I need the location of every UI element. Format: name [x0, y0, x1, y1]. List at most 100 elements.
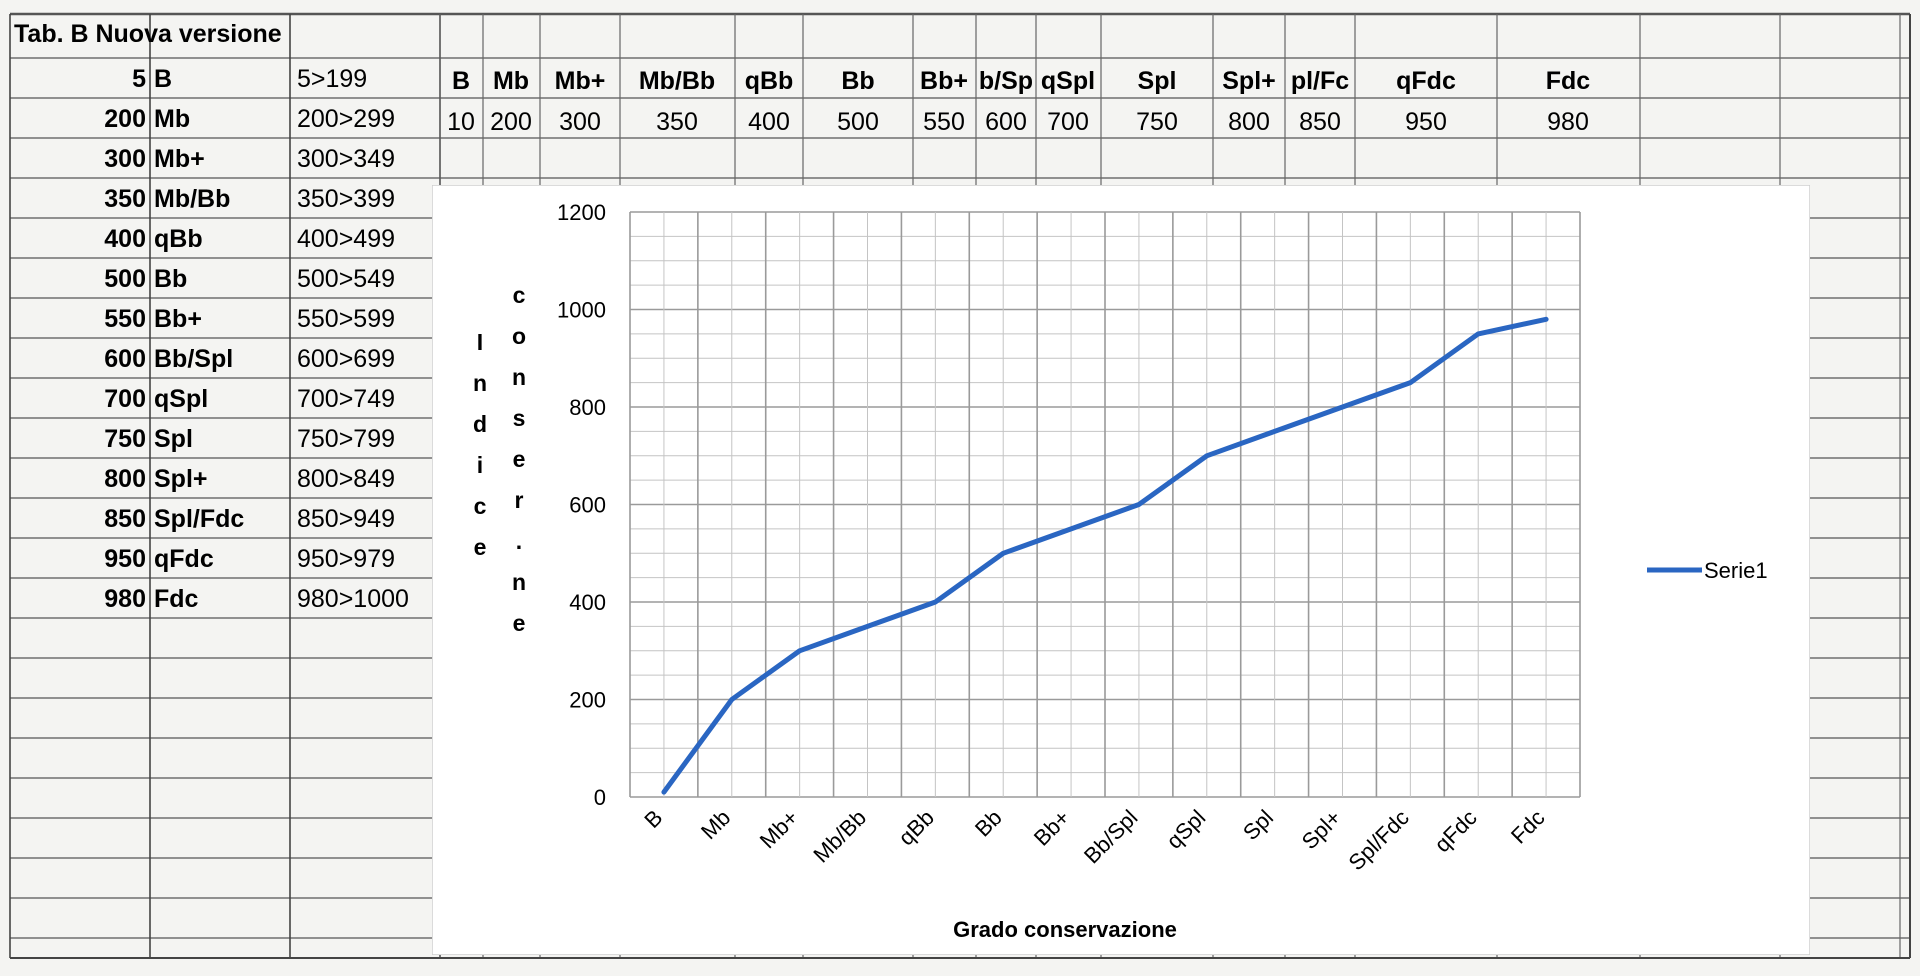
top-header-cell: Mb+ — [555, 67, 606, 95]
y-axis-label-letter: i — [477, 452, 483, 478]
row-range: 950>979 — [297, 545, 395, 573]
left-table-row: 350 Mb/Bb 350>399 — [104, 185, 395, 213]
top-header-cell: Mb — [493, 67, 529, 95]
y-tick-label: 600 — [569, 493, 606, 518]
row-value: 750 — [104, 425, 146, 453]
row-grade: Mb/Bb — [154, 185, 230, 213]
top-value-cell: 980 — [1547, 108, 1589, 136]
row-grade: Spl — [154, 425, 193, 453]
top-header-cell: Fdc — [1546, 67, 1591, 95]
row-range: 850>949 — [297, 505, 395, 533]
y-tick-label: 1200 — [557, 200, 606, 225]
y-axis-label-letter: I — [477, 329, 483, 355]
left-table-row: 850 Spl/Fdc 850>949 — [104, 505, 395, 533]
row-value: 800 — [104, 465, 146, 493]
row-range: 5>199 — [297, 65, 367, 93]
left-table-row: 200 Mb 200>299 — [104, 105, 395, 133]
row-value: 500 — [104, 265, 146, 293]
row-range: 300>349 — [297, 145, 395, 173]
row-range: 750>799 — [297, 425, 395, 453]
left-table-row: 400 qBb 400>499 — [104, 225, 395, 253]
top-header-cell: qBb — [745, 67, 794, 95]
top-value-cell: 600 — [985, 108, 1027, 136]
top-header-cell: Mb/Bb — [639, 67, 715, 95]
row-grade: qFdc — [154, 545, 214, 573]
y-tick-label: 800 — [569, 395, 606, 420]
top-value-cell: 500 — [837, 108, 879, 136]
top-value-cell: 550 — [923, 108, 965, 136]
row-range: 550>599 — [297, 305, 395, 333]
y-axis-label-letter: r — [515, 487, 524, 513]
y-axis-label-letter: n — [512, 364, 526, 390]
top-table: B Mb Mb+ Mb/Bb qBb Bb Bb+ b/Sp qSpl Spl Spl+ pl/Fc q… — [447, 67, 1590, 136]
row-range: 500>549 — [297, 265, 395, 293]
left-table-row: 980 Fdc 980>1000 — [104, 585, 409, 613]
top-header-cell: qSpl — [1041, 67, 1095, 95]
top-header-cell: Spl — [1138, 67, 1177, 95]
left-table-row: 300 Mb+ 300>349 — [104, 145, 395, 173]
row-grade: Spl+ — [154, 465, 208, 493]
series-line-serie1 — [661, 316, 1549, 795]
row-grade: Bb/Spl — [154, 345, 233, 373]
left-table: 5 B 5>199 200 Mb 200>299 300 Mb+ 300>349 350 Mb/Bb… — [104, 65, 409, 613]
chart-area[interactable]: 0 200 400 600 800 1000 1200 B Mb Mb+ Mb/Bb qBb Bb Bb… — [431, 184, 1811, 956]
top-value-cell: 750 — [1136, 108, 1178, 136]
legend-label: Serie1 — [1704, 558, 1768, 583]
row-grade: Spl/Fdc — [154, 505, 244, 533]
row-grade: qBb — [154, 225, 203, 253]
left-table-row: 5 B 5>199 — [132, 65, 367, 93]
top-value-cell: 850 — [1299, 108, 1341, 136]
y-tick-label: 0 — [594, 785, 606, 810]
top-value-cell: 10 — [447, 108, 475, 136]
row-value: 950 — [104, 545, 146, 573]
row-grade: Fdc — [154, 585, 199, 613]
y-tick-label: 200 — [569, 688, 606, 713]
row-range: 200>299 — [297, 105, 395, 133]
left-table-row: 800 Spl+ 800>849 — [104, 465, 395, 493]
legend: Serie1 — [1647, 558, 1768, 583]
row-range: 980>1000 — [297, 585, 409, 613]
row-range: 350>399 — [297, 185, 395, 213]
y-axis-label-letter: o — [512, 323, 526, 349]
left-table-row: 750 Spl 750>799 — [104, 425, 395, 453]
row-grade: Mb — [154, 105, 190, 133]
y-axis-label-letter: s — [513, 405, 526, 431]
table-title: Tab. B Nuova versione — [14, 20, 282, 48]
top-value-cell: 400 — [748, 108, 790, 136]
row-value: 350 — [104, 185, 146, 213]
row-value: 980 — [104, 585, 146, 613]
left-table-row: 500 Bb 500>549 — [104, 265, 395, 293]
top-value-cell: 800 — [1228, 108, 1270, 136]
y-axis-label-letter: c — [474, 493, 487, 519]
top-value-cell: 700 — [1047, 108, 1089, 136]
top-header-cell: pl/Fc — [1291, 67, 1349, 95]
row-grade: Bb+ — [154, 305, 202, 333]
row-range: 600>699 — [297, 345, 395, 373]
x-axis-label: Grado conservazione — [953, 917, 1177, 942]
top-value-cell: 350 — [656, 108, 698, 136]
row-range: 800>849 — [297, 465, 395, 493]
row-range: 400>499 — [297, 225, 395, 253]
row-value: 400 — [104, 225, 146, 253]
y-axis-label-letter: d — [473, 411, 487, 437]
y-axis-label-letter: n — [512, 569, 526, 595]
top-header-cell: qFdc — [1396, 67, 1456, 95]
row-value: 200 — [104, 105, 146, 133]
row-value: 5 — [132, 65, 146, 93]
y-tick-label: 400 — [569, 590, 606, 615]
y-axis-label-letter: . — [516, 528, 522, 554]
row-grade: qSpl — [154, 385, 208, 413]
y-axis-ticks: 0 200 400 600 800 1000 1200 — [557, 200, 606, 810]
left-table-row: 950 qFdc 950>979 — [104, 545, 395, 573]
row-value: 850 — [104, 505, 146, 533]
top-header-cell: Bb+ — [920, 67, 968, 95]
plot-gridlines — [629, 211, 1581, 798]
row-range: 700>749 — [297, 385, 395, 413]
row-value: 550 — [104, 305, 146, 333]
row-grade: B — [154, 65, 172, 93]
top-value-cell: 200 — [490, 108, 532, 136]
y-axis-label-letter: n — [473, 370, 487, 396]
y-axis-label-letter: e — [513, 446, 526, 472]
